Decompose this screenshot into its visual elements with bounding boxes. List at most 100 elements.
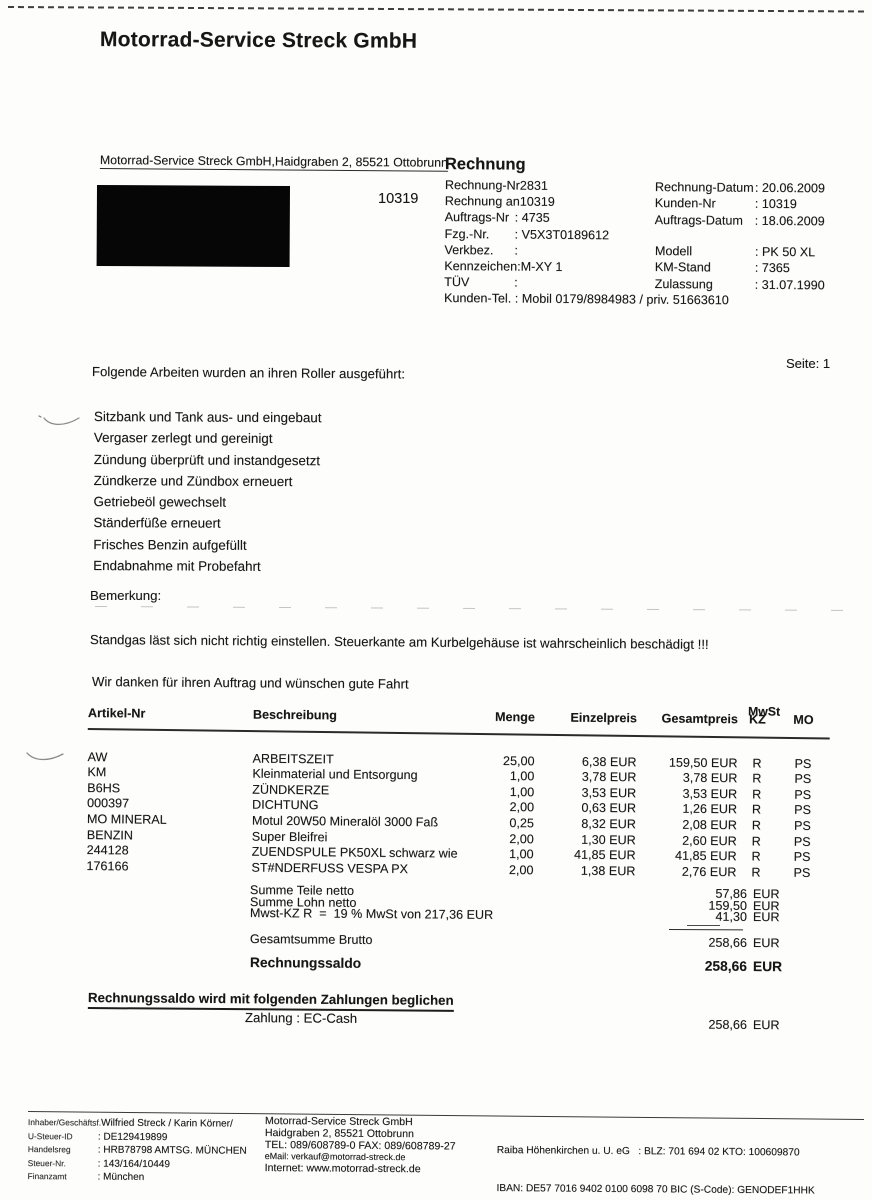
footer-legal-block: Inhaber/Geschäftsf.Wilfried Streck / Kar… bbox=[27, 1116, 246, 1186]
cell-menge: 0,25 bbox=[509, 816, 534, 831]
field-label: Auftrags-Nr bbox=[444, 210, 510, 225]
cell-gesamtpreis: 3,78 EUR bbox=[682, 770, 738, 786]
cell-mo: PS bbox=[793, 834, 811, 849]
table-header-menge: Menge bbox=[494, 709, 535, 725]
footer-value: Wilfried Streck / Karin Körner/ bbox=[100, 1117, 233, 1130]
field-value: : 18.06.2009 bbox=[754, 213, 825, 229]
invoice-field-modell: Modell: PK 50 XL bbox=[655, 243, 825, 261]
remark-label: Bemerkung: bbox=[90, 588, 162, 603]
cell-mo: PS bbox=[793, 865, 811, 880]
work-item: Getriebeöl gewechselt bbox=[93, 494, 227, 510]
cell-gesamtpreis: 41,85 EUR bbox=[674, 848, 737, 864]
field-value: : V5X3T0189612 bbox=[514, 227, 610, 242]
footer-row-finanzamt: Finanzamt : München bbox=[27, 1170, 246, 1185]
cell-menge: 1,00 bbox=[509, 769, 535, 784]
field-value: 10319 bbox=[519, 194, 555, 210]
cell-menge: 25,00 bbox=[502, 753, 535, 768]
field-label: Kunden-Nr bbox=[654, 196, 716, 211]
cell-kz: R bbox=[752, 771, 762, 786]
totals-row-mwst: Mwst-KZ R = 19 % MwSt von 217,36 EUR 41,… bbox=[249, 906, 780, 925]
footer-value: : München bbox=[97, 1171, 145, 1184]
table-header-row: Artikel-Nr Beschreibung Menge Einzelprei… bbox=[88, 706, 830, 729]
field-label: Modell bbox=[654, 243, 693, 259]
total-label: Mwst-KZ R = 19 % MwSt von 217,36 EUR bbox=[249, 906, 494, 922]
cell-gesamtpreis: 1,26 EUR bbox=[682, 802, 738, 817]
work-item: Frisches Benzin aufgefüllt bbox=[93, 536, 247, 553]
invoice-field-zulassung: Zulassung: 31.07.1990 bbox=[655, 276, 825, 294]
remark-text: Standgas läst sich nicht richtig einstel… bbox=[89, 632, 709, 652]
cell-menge: 2,00 bbox=[509, 800, 535, 815]
cell-mo: PS bbox=[793, 818, 811, 833]
cell-kz: R bbox=[752, 787, 762, 802]
invoice-field-km-stand: KM-Stand : 7365 bbox=[655, 259, 825, 277]
footer-label: Finanzamt bbox=[27, 1171, 67, 1182]
cell-einzelpreis: 8,32 EUR bbox=[581, 816, 636, 832]
field-label: Rechnung-Datum bbox=[654, 179, 754, 195]
invoice-info-right-column-bottom: Modell: PK 50 XL KM-Stand : 7365 Zulassun… bbox=[655, 243, 825, 294]
totals-sum-rule-short bbox=[687, 925, 720, 926]
footer-label: Handelsreg bbox=[27, 1144, 71, 1155]
cell-einzelpreis: 1,30 EUR bbox=[581, 832, 636, 847]
cell-einzelpreis: 1,38 EUR bbox=[580, 863, 636, 879]
cell-kz: R bbox=[751, 802, 762, 817]
scan-squiggle-mark bbox=[26, 752, 64, 761]
field-label: Verkbez. bbox=[444, 242, 494, 258]
invoice-field-kunden-tel: Kunden-Tel. : Mobil 0179/8984983 / priv.… bbox=[443, 291, 729, 308]
work-item: Endabnahme mit Probefahrt bbox=[93, 558, 261, 574]
scan-artifact-top-dashed-line bbox=[7, 6, 864, 13]
payment-amount: 258,66 bbox=[708, 1017, 747, 1032]
footer-iban-line: IBAN: DE57 7016 9402 0100 6098 70 BIC (S… bbox=[496, 1182, 815, 1197]
scan-artifact-faint-line bbox=[94, 606, 860, 612]
cell-menge: 2,00 bbox=[508, 862, 534, 878]
table-header-beschreibung: Beschreibung bbox=[252, 707, 337, 723]
field-value: 2831 bbox=[519, 178, 548, 193]
cell-mo: PS bbox=[793, 849, 811, 865]
field-label: Auftrags-Datum bbox=[654, 212, 743, 228]
totals-sum-rule bbox=[668, 929, 743, 931]
company-header: Motorrad-Service Streck GmbH bbox=[99, 28, 418, 53]
items-table: MwSt Artikel-Nr Beschreibung Menge Einze… bbox=[86, 704, 830, 882]
cell-artikel: 176166 bbox=[86, 858, 129, 874]
table-header-einzelpreis: Einzelpreis bbox=[570, 710, 637, 726]
currency-label: EUR bbox=[752, 1017, 780, 1033]
cell-artikel: 000397 bbox=[86, 796, 130, 811]
table-header-rule bbox=[87, 727, 830, 740]
total-label: Rechnungssaldo bbox=[249, 955, 362, 971]
cell-menge: 1,00 bbox=[509, 784, 535, 800]
invoice-field-auftrags-datum: Auftrags-Datum : 18.06.2009 bbox=[655, 212, 825, 230]
footer-label: U-Steuer-ID bbox=[27, 1130, 73, 1141]
work-item: Sitzbank und Tank aus- und eingebaut bbox=[93, 408, 322, 426]
footer-company-block: Motorrad-Service Streck GmbH Haidgraben … bbox=[264, 1115, 456, 1176]
table-body: AW ARBEITSZEIT 25,00 6,38 EUR 159,50 EUR R PS … bbox=[86, 750, 829, 882]
field-value: : 7365 bbox=[754, 261, 790, 276]
scan-squiggle-mark bbox=[38, 415, 80, 426]
field-label: Kennzeichen: bbox=[444, 259, 521, 274]
field-label: Rechnung-Nr bbox=[444, 177, 520, 193]
cell-gesamtpreis: 2,76 EUR bbox=[681, 864, 737, 879]
cell-einzelpreis: 6,38 EUR bbox=[581, 754, 637, 769]
field-value: : 10319 bbox=[754, 197, 797, 212]
cell-einzelpreis: 0,63 EUR bbox=[581, 801, 637, 816]
field-label: TÜV bbox=[444, 275, 470, 290]
cell-kz: R bbox=[751, 865, 761, 880]
footer-value: : 143/164/10449 bbox=[97, 1158, 170, 1170]
footer-label: Inhaber/Geschäftsf. bbox=[27, 1117, 102, 1128]
thanks-line: Wir danken für ihren Auftrag und wünsche… bbox=[91, 674, 409, 692]
page-number-label: Seite: 1 bbox=[786, 356, 831, 371]
cell-menge: 1,00 bbox=[509, 847, 534, 862]
cell-kz: R bbox=[751, 849, 761, 864]
field-label: Rechnung an bbox=[444, 194, 520, 209]
footer-value: : HRB78798 AMTSG. MÜNCHEN bbox=[97, 1144, 247, 1157]
payment-amount-row: 258,66 EUR bbox=[250, 1014, 779, 1033]
payment-heading: Rechnungssaldo wird mit folgenden Zahlun… bbox=[87, 990, 454, 1012]
cell-beschreibung: ST#NDERFUSS VESPA PX bbox=[251, 860, 409, 876]
field-value: : 31.07.1990 bbox=[754, 277, 825, 293]
cell-kz: R bbox=[752, 755, 762, 771]
table-header-gesamtpreis: Gesamtpreis bbox=[661, 711, 738, 727]
footer-company-website: Internet: www.motorrad-streck.de bbox=[264, 1162, 421, 1176]
cell-einzelpreis: 3,78 EUR bbox=[581, 769, 637, 785]
cell-kz: R bbox=[751, 833, 761, 849]
field-label: KM-Stand bbox=[654, 260, 711, 275]
cell-gesamtpreis: 2,60 EUR bbox=[682, 833, 737, 848]
